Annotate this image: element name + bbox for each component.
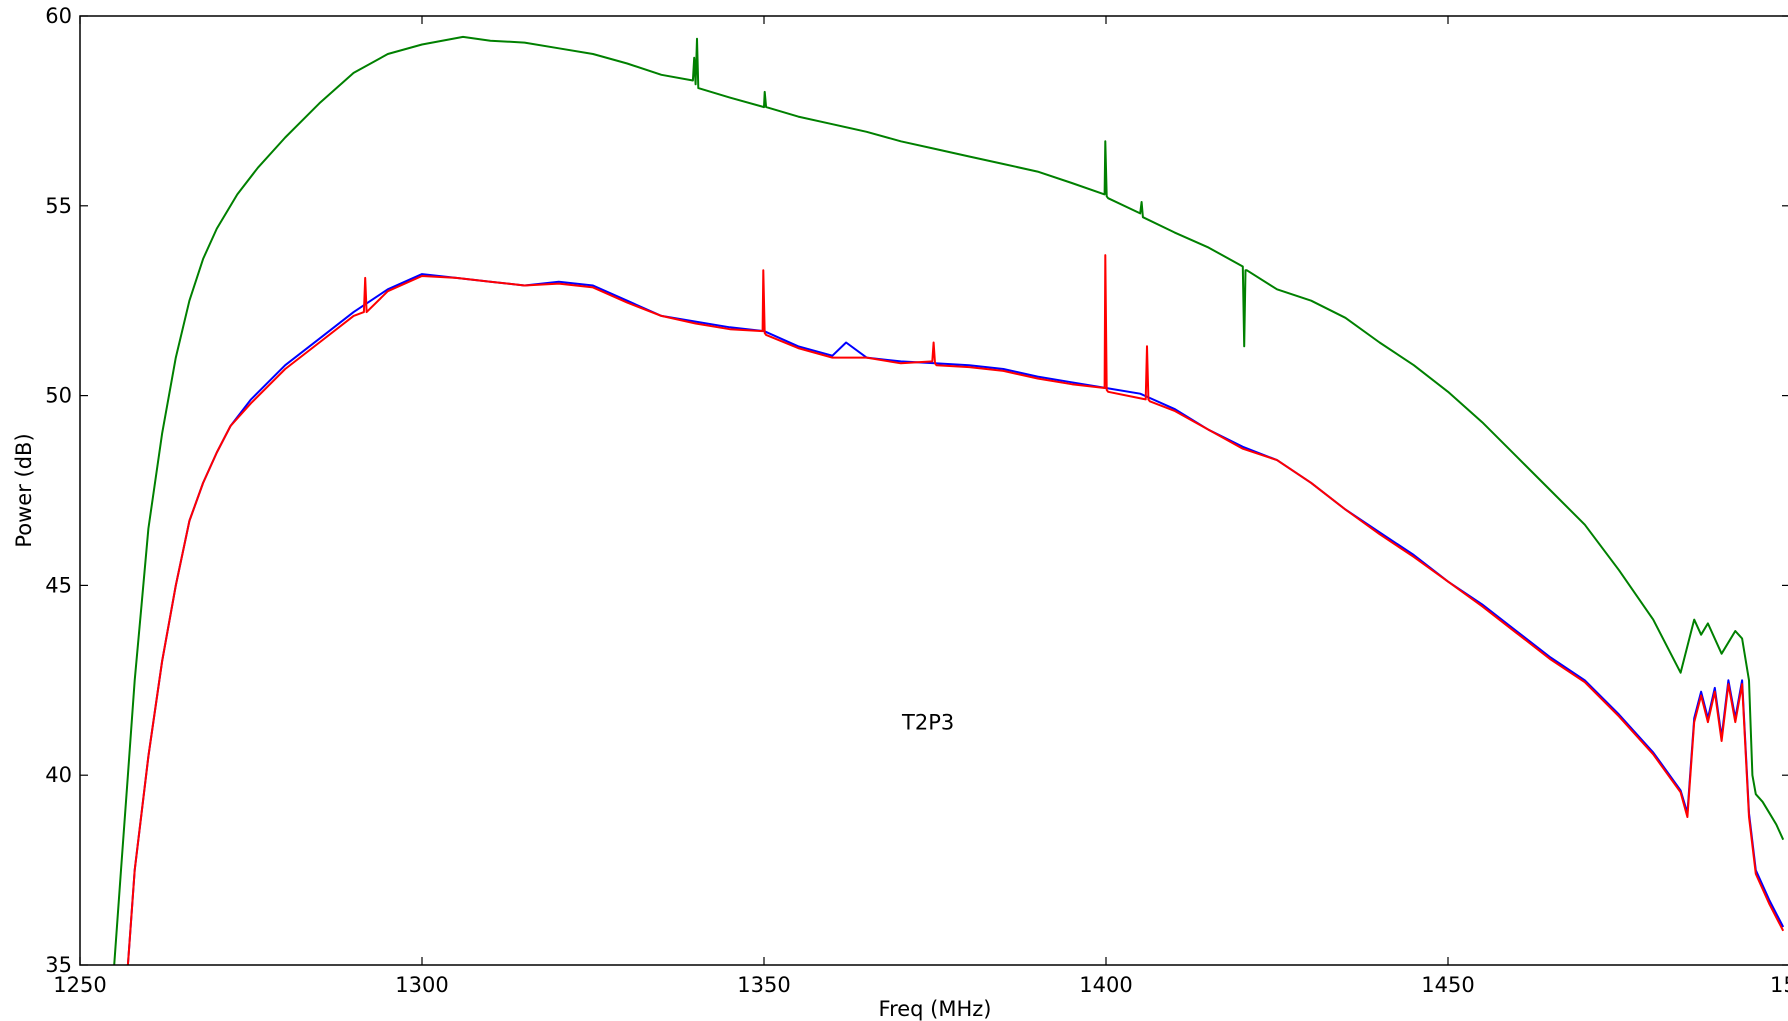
series-layer — [113, 35, 1785, 965]
y-tick-label: 60 — [45, 4, 72, 28]
annotation-label: T2P3 — [901, 711, 954, 735]
series-line-1 — [126, 273, 1785, 965]
ticks-layer: 1250 1300 1350 1400 1450 150 35 40 45 50 55 60 — [45, 4, 1788, 997]
x-tick-label: 1250 — [53, 973, 106, 997]
x-tick-label: 150 — [1770, 973, 1788, 997]
y-tick-label: 55 — [45, 194, 72, 218]
y-tick-label: 35 — [45, 953, 72, 977]
y-axis-label: Power (dB) — [12, 433, 36, 547]
x-tick-label: 1300 — [395, 973, 448, 997]
x-tick-label: 1450 — [1421, 973, 1474, 997]
y-tick-label: 50 — [45, 384, 72, 408]
series-line-2 — [126, 254, 1785, 965]
series-line-0 — [113, 35, 1785, 965]
x-axis-label: Freq (MHz) — [879, 997, 992, 1021]
plot-frame — [79, 15, 1788, 966]
x-tick-label: 1400 — [1079, 973, 1132, 997]
x-tick-label: 1350 — [737, 973, 790, 997]
y-tick-label: 45 — [45, 573, 72, 597]
y-tick-label: 40 — [45, 763, 72, 787]
